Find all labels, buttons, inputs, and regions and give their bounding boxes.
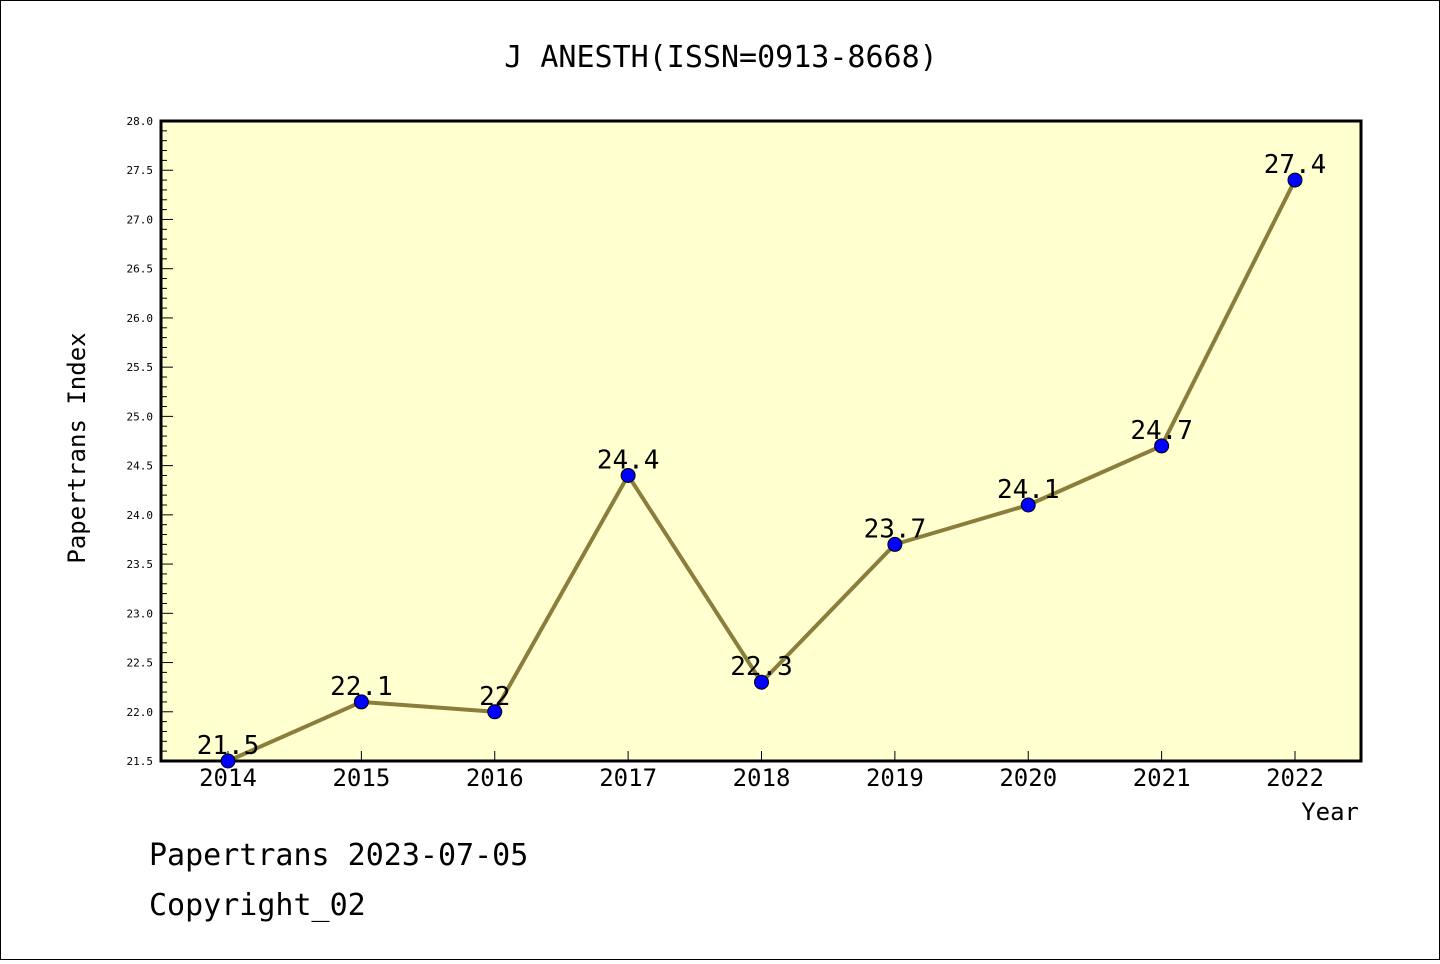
y-axis: 21.5 22.0 22.5 23.0 23.5 24.0 24.5 25.0 25.5 26.0… — [127, 115, 173, 768]
data-point — [1020, 497, 1036, 513]
y-tick-label: 22.0 — [127, 706, 154, 719]
data-label: 21.5 — [197, 731, 260, 761]
data-point — [1287, 172, 1303, 188]
y-tick-label: 22.5 — [127, 657, 154, 670]
y-tick-label: 28.0 — [127, 115, 154, 128]
data-point — [1154, 438, 1170, 454]
data-point — [754, 674, 769, 690]
y-tick-label: 23.0 — [127, 607, 154, 620]
x-tick-label: 2019 — [866, 764, 924, 792]
data-label: 22.3 — [730, 652, 793, 682]
data-label: 23.7 — [864, 514, 927, 544]
y-tick-label: 23.5 — [127, 558, 154, 571]
x-tick-label: 2022 — [1266, 764, 1324, 792]
data-points — [220, 172, 1303, 769]
data-point — [487, 704, 503, 720]
x-axis: 2014 2015 2016 2017 2018 2019 2020 2021 2022 — [199, 751, 1324, 792]
data-label: 24.1 — [997, 475, 1060, 505]
y-tick-label: 25.0 — [127, 410, 154, 423]
y-axis-label: Papertrans Index — [63, 332, 91, 563]
data-label: 24.4 — [597, 445, 660, 475]
data-label: 22 — [479, 682, 510, 712]
x-tick-label: 2021 — [1133, 764, 1191, 792]
data-point — [353, 694, 369, 710]
data-point — [220, 753, 236, 769]
x-tick-label: 2020 — [999, 764, 1057, 792]
y-tick-label: 25.5 — [127, 361, 154, 374]
data-label: 22.1 — [330, 672, 393, 702]
y-tick-label: 26.5 — [127, 263, 154, 276]
y-tick-label: 24.0 — [127, 509, 154, 522]
footer-date: Papertrans 2023-07-05 — [149, 838, 528, 873]
x-tick-label: 2018 — [733, 764, 791, 792]
data-point — [620, 467, 636, 483]
y-tick-label: 24.5 — [127, 460, 154, 473]
y-tick-label: 27.0 — [127, 213, 154, 226]
x-axis-label: Year — [1301, 798, 1359, 826]
y-tick-label: 26.0 — [127, 312, 154, 325]
chart-title: J ANESTH(ISSN=0913-8668) — [504, 40, 937, 75]
y-tick-label: 27.5 — [127, 164, 154, 177]
y-tick-label: 21.5 — [127, 755, 154, 768]
data-labels: 21.5 22.1 22 24.4 22.3 23.7 24.1 24.7 27.4 — [197, 150, 1327, 761]
x-tick-label: 2015 — [332, 764, 390, 792]
data-label: 24.7 — [1130, 416, 1193, 446]
x-tick-label: 2017 — [599, 764, 657, 792]
footer-copyright: Copyright_02 — [149, 888, 366, 923]
x-tick-label: 2014 — [199, 764, 257, 792]
data-label: 27.4 — [1264, 150, 1327, 180]
x-tick-label: 2016 — [466, 764, 524, 792]
data-point — [887, 536, 903, 552]
